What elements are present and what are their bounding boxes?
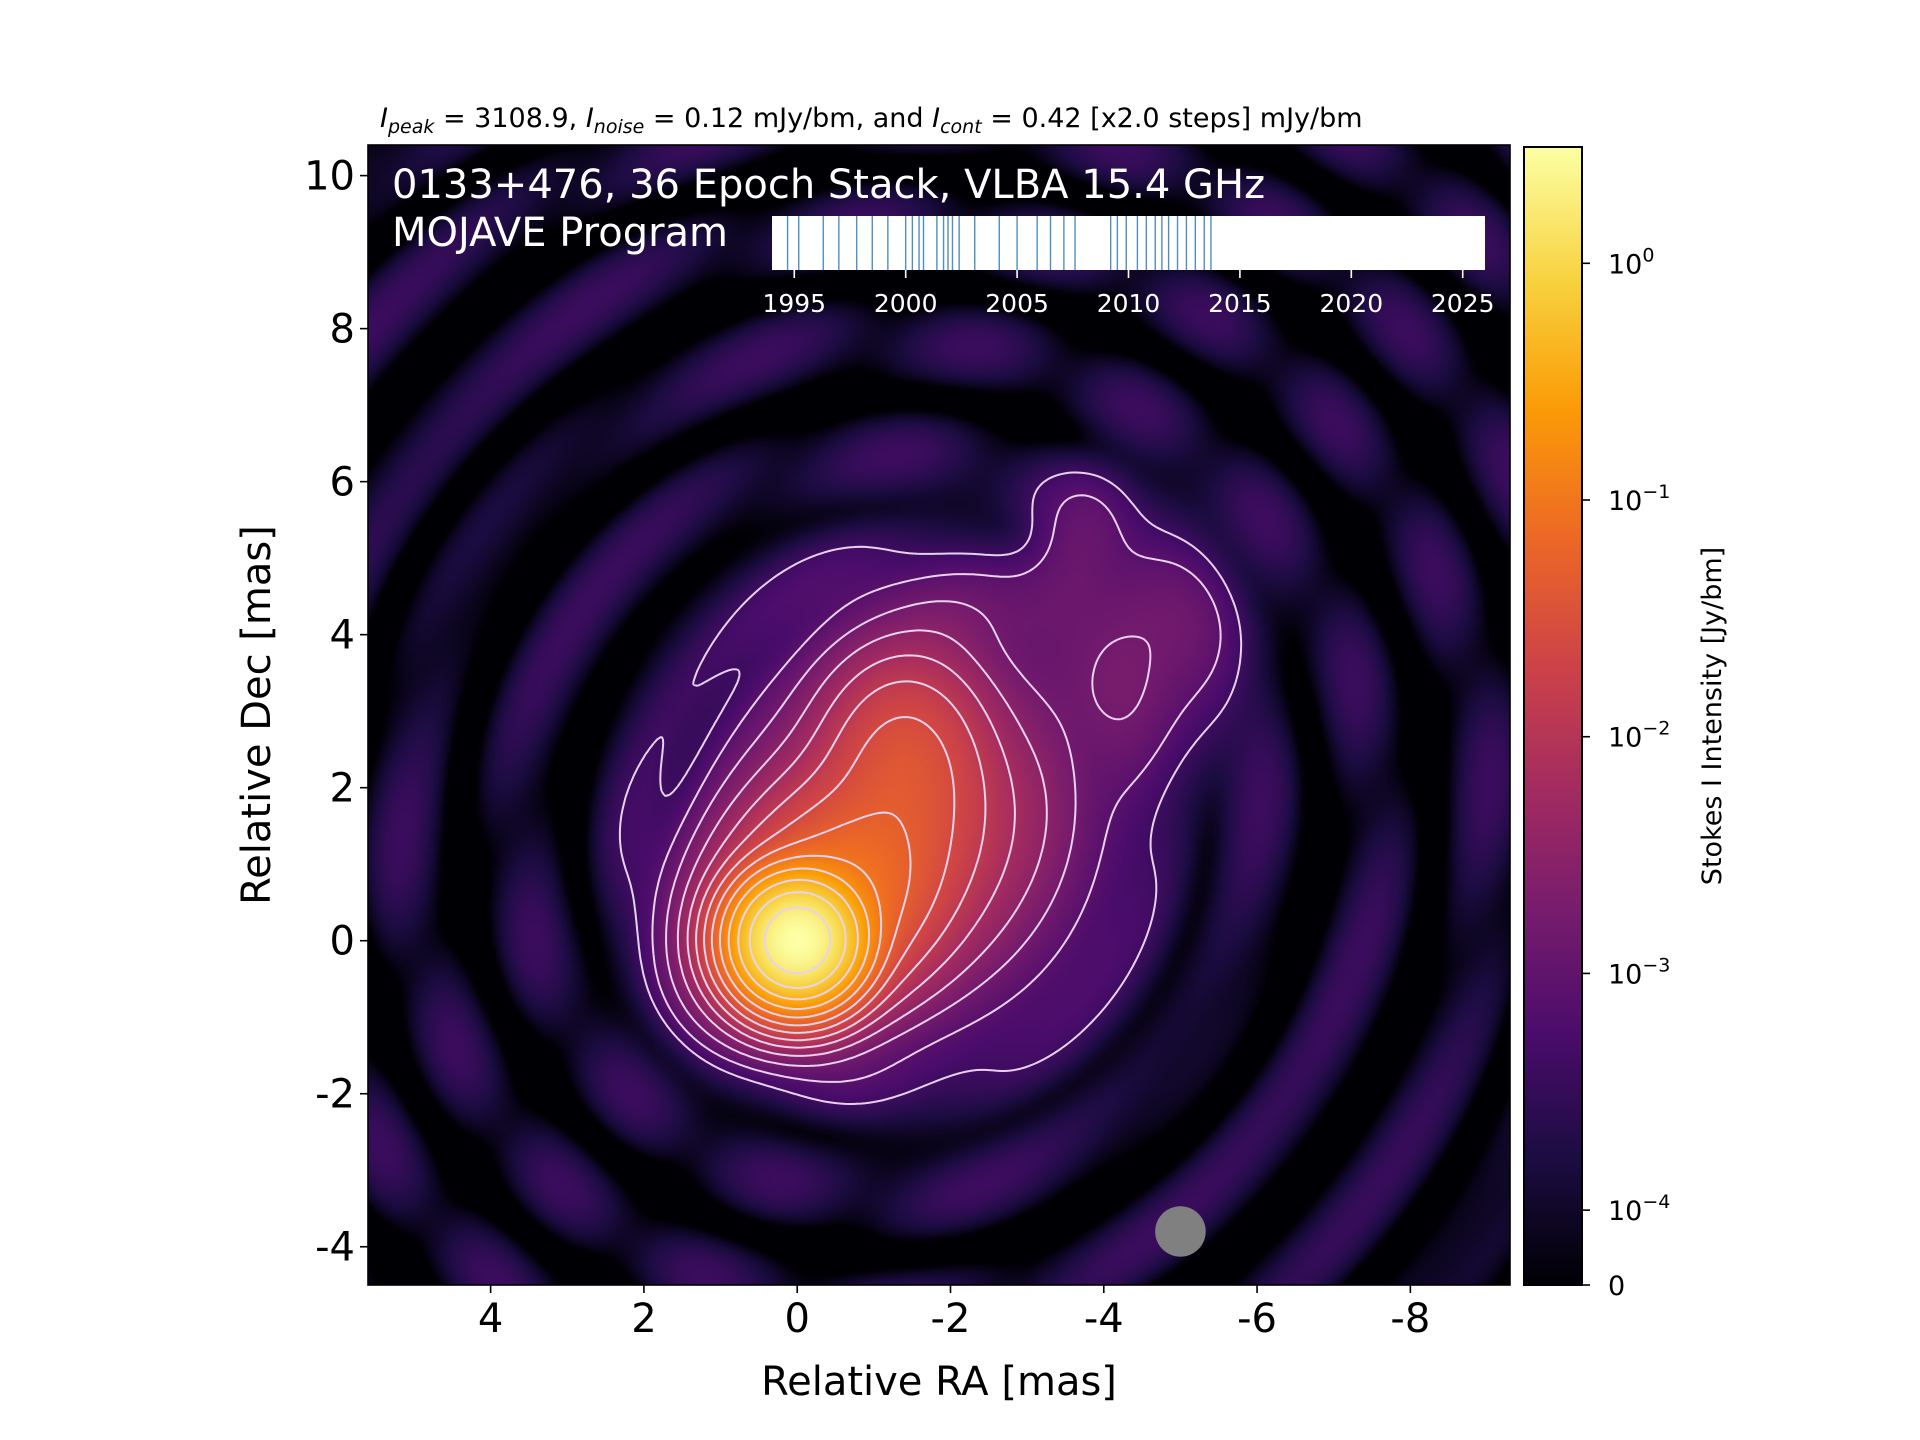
contour-line (665, 600, 1152, 1067)
timeline-tick-label: 2000 (874, 289, 938, 318)
contour-layer (618, 471, 1243, 1105)
timeline-tick-label: 2025 (1431, 289, 1495, 318)
timeline-bar (772, 216, 1485, 270)
y-tick-label: 8 (330, 307, 355, 353)
intensity-image (368, 145, 1510, 1285)
image-plot: 0133+476, 36 Epoch Stack, VLBA 15.4 GHz … (367, 144, 1511, 1286)
timeline-tick-label: 2010 (1097, 289, 1161, 318)
colorbar-axis: 100 10−1 10−2 10−3 10−4 0 (1582, 244, 1670, 1302)
y-tick-label: 4 (330, 613, 355, 659)
colorbar-tick-label: 10−2 (1608, 718, 1670, 754)
colorbar: 100 10−1 10−2 10−3 10−4 0 Stokes I Intensity … (1523, 146, 1728, 1302)
contour-line (686, 654, 1016, 1049)
x-tick-label: -6 (1237, 1296, 1277, 1342)
contour-line (618, 471, 1243, 1105)
chart-title: Ipeak = 3108.9, Inoise = 0.12 mJy/bm, an… (380, 103, 1363, 138)
x-tick-label: -4 (1084, 1296, 1124, 1342)
contour-line (737, 878, 859, 1001)
program-label: MOJAVE Program (392, 210, 728, 256)
colorbar-tick-label: 10−4 (1608, 1191, 1670, 1227)
timeline-tick-label: 2015 (1208, 289, 1272, 318)
x-tick-label: -8 (1390, 1296, 1430, 1342)
colorbar-gradient (1523, 146, 1583, 1286)
timeline-tick-label: 2020 (1320, 289, 1384, 318)
contour-line (748, 891, 847, 989)
contour-line (695, 680, 987, 1042)
timeline-axis: 1995 2000 2005 2010 2015 2020 2025 (762, 270, 1495, 318)
epoch-lines (786, 216, 1212, 270)
timeline-tick-label: 1995 (762, 289, 826, 318)
x-tick-label: 0 (784, 1296, 809, 1342)
contour-line (651, 494, 1222, 1083)
y-tick-label: -2 (315, 1072, 355, 1118)
colorbar-tick-label: 10−1 (1608, 481, 1670, 517)
y-tick-label: -4 (315, 1225, 355, 1271)
x-tick-label: 2 (631, 1296, 656, 1342)
epoch-timeline: 1995 2000 2005 2010 2015 2020 2025 (762, 216, 1495, 318)
colorbar-tick-label: 100 (1608, 244, 1654, 280)
y-tick-label: 0 (330, 919, 355, 965)
contour-line (719, 854, 883, 1019)
source-label: 0133+476, 36 Epoch Stack, VLBA 15.4 GHz (392, 162, 1265, 208)
contour-line (703, 716, 956, 1034)
colorbar-label: Stokes I Intensity [Jy/bm] (1697, 547, 1728, 885)
y-tick-label: 2 (330, 766, 355, 812)
colorbar-tick-label: 0 (1608, 1271, 1625, 1302)
y-axis-label: Relative Dec [mas] (234, 525, 280, 905)
colorbar-tick-label: 10−3 (1608, 954, 1670, 990)
y-axis: 10 8 6 4 2 0 -2 -4 (304, 154, 368, 1271)
beam-ellipse (1155, 1206, 1206, 1257)
timeline-tick-label: 2005 (985, 289, 1049, 318)
y-tick-label: 6 (330, 460, 355, 506)
x-tick-label: 4 (478, 1296, 503, 1342)
x-axis-label: Relative RA [mas] (761, 1359, 1117, 1405)
x-axis: 4 2 0 -2 -4 -6 -8 (478, 1285, 1430, 1342)
contour-line (676, 629, 1048, 1057)
x-tick-label: -2 (931, 1296, 971, 1342)
contour-line (727, 867, 870, 1010)
plot-frame (367, 144, 1511, 1286)
y-tick-label: 10 (304, 154, 355, 200)
contour-line (763, 906, 832, 975)
contour-line (710, 811, 912, 1027)
